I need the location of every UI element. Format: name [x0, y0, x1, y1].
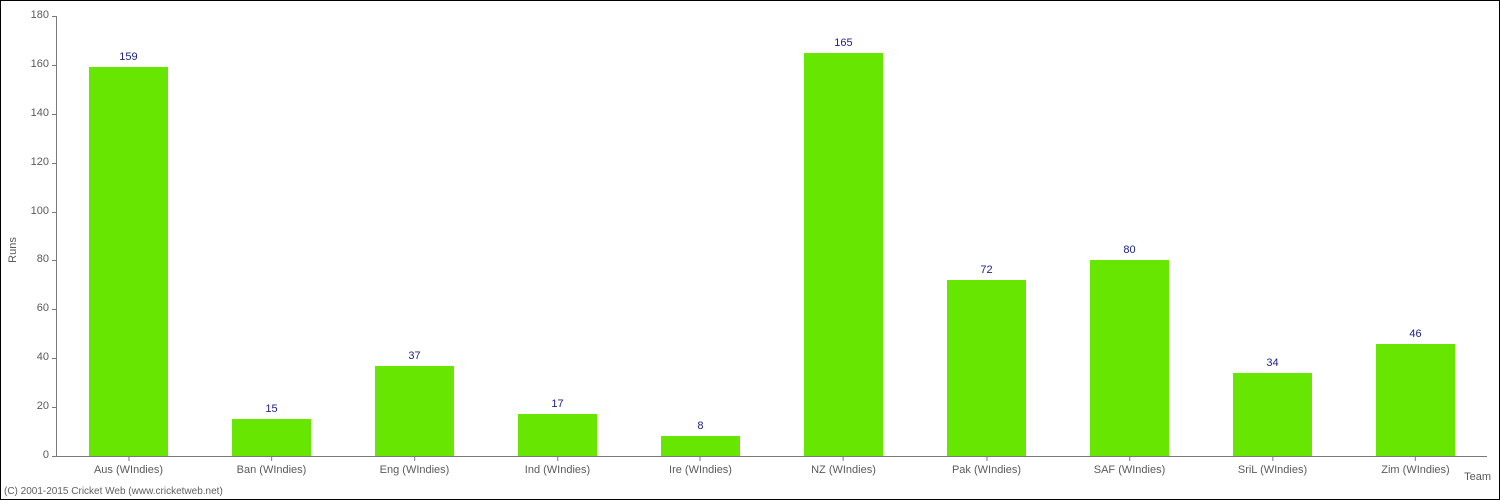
- bar: 17: [518, 414, 597, 456]
- x-tick: Aus (WIndies): [94, 456, 163, 476]
- bar: 159: [89, 67, 168, 456]
- y-tick-label: 120: [31, 156, 49, 168]
- x-tick: NZ (WIndies): [811, 456, 876, 476]
- x-tick-label: Eng (WIndies): [380, 464, 450, 476]
- y-tick-mark: [52, 309, 57, 310]
- x-tick-mark: [843, 456, 844, 461]
- bar-rect: [1090, 260, 1169, 456]
- bar-value-label: 15: [265, 403, 277, 415]
- y-tick-mark: [52, 65, 57, 66]
- x-tick-mark: [1415, 456, 1416, 461]
- y-tick-label: 60: [37, 302, 49, 314]
- x-tick-label: Pak (WIndies): [952, 464, 1021, 476]
- y-tick-label: 140: [31, 107, 49, 119]
- y-tick-mark: [52, 163, 57, 164]
- x-tick-label: Ban (WIndies): [237, 464, 307, 476]
- bar: 72: [947, 280, 1026, 456]
- bar-value-label: 17: [551, 398, 563, 410]
- x-tick: Ban (WIndies): [237, 456, 307, 476]
- x-tick-mark: [700, 456, 701, 461]
- y-tick-label: 20: [37, 400, 49, 412]
- x-tick-mark: [128, 456, 129, 461]
- x-tick: Pak (WIndies): [952, 456, 1021, 476]
- bar-rect: [89, 67, 168, 456]
- x-tick: Zim (WIndies): [1381, 456, 1449, 476]
- bar: 37: [375, 366, 454, 456]
- y-axis-label: Runs: [7, 237, 19, 263]
- x-tick: SAF (WIndies): [1094, 456, 1166, 476]
- bar: 8: [661, 436, 740, 456]
- chart-frame: Runs 0 20 40 60 80 100 120 140 160 180 159 Aus (WIn…: [0, 0, 1500, 500]
- x-tick-label: Ind (WIndies): [525, 464, 590, 476]
- bar: 34: [1233, 373, 1312, 456]
- x-tick-mark: [986, 456, 987, 461]
- x-axis-label: Team: [1464, 471, 1491, 483]
- y-tick-mark: [52, 212, 57, 213]
- x-tick-label: NZ (WIndies): [811, 464, 876, 476]
- x-tick-label: Zim (WIndies): [1381, 464, 1449, 476]
- copyright-text: (C) 2001-2015 Cricket Web (www.cricketwe…: [4, 486, 223, 497]
- y-tick-mark: [52, 456, 57, 457]
- bar-rect: [947, 280, 1026, 456]
- x-tick-mark: [1129, 456, 1130, 461]
- x-tick: Ind (WIndies): [525, 456, 590, 476]
- bar-rect: [1233, 373, 1312, 456]
- bar-rect: [1376, 344, 1455, 456]
- x-tick-label: SAF (WIndies): [1094, 464, 1166, 476]
- y-tick-mark: [52, 407, 57, 408]
- bar-value-label: 37: [408, 350, 420, 362]
- y-tick-mark: [52, 114, 57, 115]
- x-tick: SriL (WIndies): [1238, 456, 1307, 476]
- bar-rect: [375, 366, 454, 456]
- y-tick-mark: [52, 358, 57, 359]
- bar-value-label: 8: [697, 420, 703, 432]
- bar: 15: [232, 419, 311, 456]
- bar-value-label: 72: [980, 264, 992, 276]
- x-tick: Eng (WIndies): [380, 456, 450, 476]
- bar: 80: [1090, 260, 1169, 456]
- y-tick-label: 160: [31, 58, 49, 70]
- bar-value-label: 165: [834, 37, 852, 49]
- y-tick-label: 40: [37, 351, 49, 363]
- x-tick-mark: [414, 456, 415, 461]
- x-tick: Ire (WIndies): [669, 456, 732, 476]
- x-tick-label: Aus (WIndies): [94, 464, 163, 476]
- x-tick-mark: [1272, 456, 1273, 461]
- bar-value-label: 46: [1409, 328, 1421, 340]
- bar-value-label: 159: [119, 51, 137, 63]
- bar-value-label: 34: [1266, 357, 1278, 369]
- x-tick-label: SriL (WIndies): [1238, 464, 1307, 476]
- bar-value-label: 80: [1123, 244, 1135, 256]
- y-tick-label: 100: [31, 205, 49, 217]
- bar: 46: [1376, 344, 1455, 456]
- x-tick-mark: [557, 456, 558, 461]
- y-tick-mark: [52, 16, 57, 17]
- plot-area: 020406080100120140160180159Aus (WIndies)…: [56, 16, 1487, 457]
- y-tick-label: 180: [31, 9, 49, 21]
- bar-rect: [232, 419, 311, 456]
- x-tick-label: Ire (WIndies): [669, 464, 732, 476]
- bar: 165: [804, 53, 883, 456]
- y-tick-label: 80: [37, 253, 49, 265]
- y-tick-label: 0: [43, 449, 49, 461]
- bar-rect: [518, 414, 597, 456]
- bar-rect: [661, 436, 740, 456]
- x-tick-mark: [271, 456, 272, 461]
- y-tick-mark: [52, 260, 57, 261]
- bar-rect: [804, 53, 883, 456]
